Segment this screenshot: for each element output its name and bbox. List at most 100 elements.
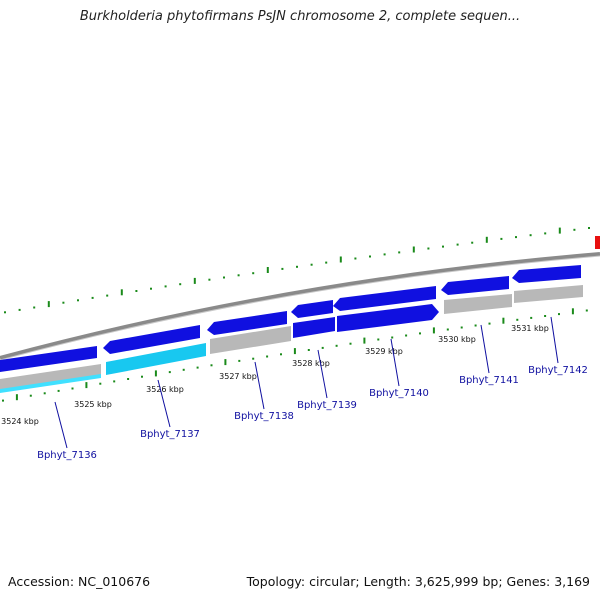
gene-leader-line — [54, 401, 68, 449]
outer-minor-tick — [62, 301, 65, 304]
inner-major-tick — [85, 382, 88, 389]
scale-label: 3530 kbp — [438, 335, 476, 344]
outer-minor-tick — [369, 255, 371, 258]
accession-label: Accession: NC_010676 — [8, 574, 151, 589]
inner-minor-tick — [321, 346, 324, 349]
inner-minor-tick — [280, 353, 282, 356]
inner-minor-tick — [544, 315, 547, 317]
gene-label[interactable]: Bphyt_7138 — [234, 411, 294, 422]
outer-minor-tick — [208, 278, 211, 281]
gene-arrow-bphyt-7138[interactable] — [207, 311, 287, 335]
outer-minor-tick — [135, 290, 138, 292]
gene-leader-line — [390, 338, 400, 387]
inner-minor-tick — [127, 378, 130, 380]
scale-label: 3528 kbp — [292, 359, 330, 368]
inner-minor-tick — [516, 318, 519, 321]
gray-feature-1[interactable] — [0, 364, 101, 390]
scale-label: 3525 kbp — [74, 400, 112, 409]
inner-minor-tick — [474, 324, 477, 327]
cyan-feature-2[interactable] — [106, 343, 206, 375]
inner-minor-tick — [2, 399, 4, 402]
inner-minor-tick — [57, 389, 60, 392]
inner-minor-tick — [29, 394, 32, 397]
gene-arrow-bphyt-7137[interactable] — [103, 325, 200, 354]
gray-feature-2[interactable] — [210, 326, 291, 354]
outer-minor-tick — [281, 267, 284, 270]
outer-minor-tick — [237, 274, 240, 277]
gene-leader-line — [254, 361, 265, 410]
gene-label[interactable]: Bphyt_7136 — [37, 450, 97, 461]
gene-leader-line — [317, 349, 328, 399]
inner-major-tick — [502, 317, 505, 324]
inner-minor-tick — [558, 313, 560, 316]
inner-major-tick — [224, 359, 227, 366]
map-title: Burkholderia phytofirmans PsJN chromosom… — [79, 9, 521, 24]
inner-minor-tick — [307, 349, 310, 351]
outer-minor-tick — [164, 285, 167, 288]
outer-minor-tick — [573, 228, 576, 231]
outer-minor-tick — [456, 243, 459, 246]
inner-minor-tick — [335, 344, 338, 347]
inner-minor-tick — [585, 309, 588, 312]
gene-label[interactable]: Bphyt_7139 — [297, 400, 357, 411]
cyan-feature-1[interactable] — [0, 374, 101, 393]
inner-minor-tick — [196, 366, 199, 369]
outer-minor-tick — [588, 227, 590, 229]
outer-minor-tick — [77, 299, 79, 302]
inner-minor-tick — [419, 332, 421, 335]
inner-minor-tick — [530, 316, 533, 319]
inner-major-tick — [571, 308, 574, 315]
gray-feature-3[interactable] — [444, 294, 512, 314]
outer-minor-tick — [179, 283, 182, 286]
outer-minor-tick — [310, 263, 313, 266]
gene-label[interactable]: Bphyt_7141 — [459, 375, 519, 386]
scale-label: 3527 kbp — [219, 372, 257, 381]
genome-summary: Topology: circular; Length: 3,625,999 bp… — [246, 574, 590, 589]
inner-minor-tick — [141, 375, 143, 378]
inner-minor-tick — [266, 355, 269, 358]
gene-label[interactable]: Bphyt_7137 — [140, 429, 200, 440]
gene-arrow-bphyt-7136-top[interactable] — [0, 346, 97, 372]
blue-feature-1[interactable] — [293, 317, 335, 338]
outer-major-tick — [120, 289, 123, 296]
inner-minor-tick — [99, 382, 102, 385]
inner-major-tick — [363, 337, 366, 344]
outer-minor-tick — [33, 306, 36, 309]
gene-labels: Bphyt_7136 Bphyt_7137 Bphyt_7138Bphyt_7139… — [37, 365, 588, 461]
gene-features — [0, 265, 583, 393]
gene-leader-lines — [54, 316, 559, 449]
outer-major-tick — [558, 227, 561, 234]
outer-major-tick — [485, 236, 488, 243]
outer-minor-tick — [150, 287, 152, 290]
gene-leader-line — [157, 379, 171, 428]
inner-major-tick — [15, 394, 18, 401]
inner-minor-tick — [71, 387, 74, 390]
inner-minor-tick — [405, 334, 408, 337]
outer-major-tick — [412, 246, 415, 253]
inner-major-tick — [154, 370, 157, 377]
outer-minor-tick — [18, 308, 21, 311]
gene-label[interactable]: Bphyt_7142 — [528, 365, 588, 376]
scale-label: 3531 kbp — [511, 324, 549, 333]
gene-arrow-bphyt-7142[interactable] — [512, 265, 581, 283]
inner-minor-tick — [43, 392, 46, 395]
outer-minor-tick — [91, 296, 94, 299]
outer-minor-tick — [252, 272, 255, 275]
gene-leader-line — [550, 316, 559, 364]
outer-minor-tick — [529, 234, 532, 237]
outer-minor-tick — [296, 265, 298, 268]
gene-label[interactable]: Bphyt_7140 — [369, 388, 429, 399]
blue-feature-2[interactable] — [337, 304, 439, 332]
gene-arrow-bphyt-7140[interactable] — [333, 286, 436, 311]
inner-major-tick — [432, 327, 435, 334]
outer-major-tick — [266, 267, 269, 273]
outer-minor-tick — [500, 237, 503, 240]
inner-minor-tick — [460, 326, 463, 329]
gene-arrow-bphyt-7139[interactable] — [291, 300, 333, 318]
gene-arrow-bphyt-7141[interactable] — [441, 276, 509, 295]
inner-minor-tick — [488, 322, 491, 325]
gray-feature-4[interactable] — [514, 285, 583, 303]
inner-minor-tick — [210, 364, 213, 367]
outer-minor-tick — [471, 241, 474, 244]
